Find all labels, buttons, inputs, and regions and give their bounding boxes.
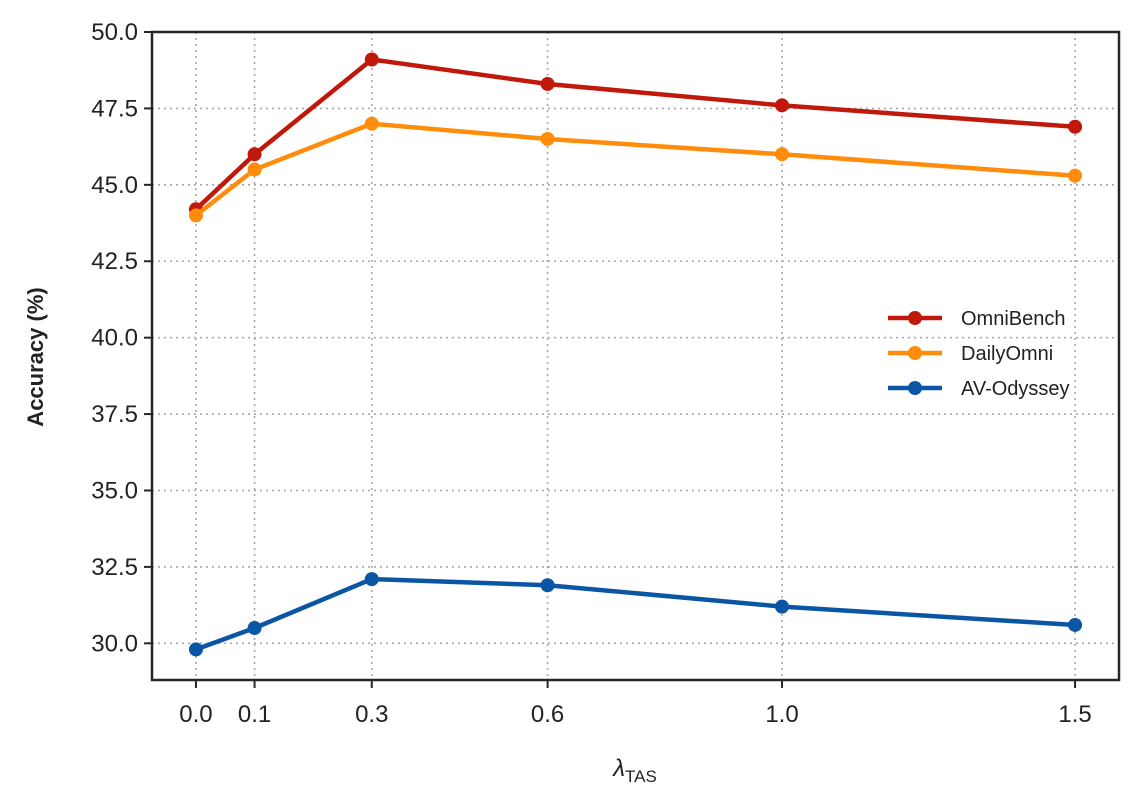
legend: OmniBench DailyOmni AV-Odyssey [888,308,1070,400]
series-line [193,121,1078,218]
y-tick-label: 35.0 [91,477,138,504]
legend-item: AV-Odyssey [888,378,1070,400]
y-tick-label: 32.5 [91,554,138,581]
data-point [364,572,379,587]
y-tick-label: 37.5 [91,401,138,428]
x-tick-label: 0.6 [531,701,564,728]
legend-marker [908,311,922,325]
x-axis-label-subscript: TAS [625,767,657,786]
data-point [1068,168,1083,183]
legend-label: AV-Odyssey [961,378,1070,400]
y-tick-label: 42.5 [91,248,138,275]
plot-frame [150,30,1121,682]
x-axis: 0.0 0.1 0.3 0.6 1.0 1.5 [179,680,1092,728]
x-axis-label: λTAS [611,755,657,786]
data-point [775,599,790,614]
x-tick-label: 0.0 [179,701,212,728]
data-point [775,98,790,113]
x-axis-label-symbol: λ [611,755,625,782]
data-point [364,52,379,67]
series-line [193,57,1078,212]
series-1 [188,116,1083,223]
y-tick-label: 50.0 [91,19,138,46]
y-tick-label: 30.0 [91,630,138,657]
x-tick-label: 0.3 [355,701,388,728]
data-point [188,642,203,657]
data-point [364,116,379,131]
y-tick-label: 40.0 [91,325,138,352]
legend-label: DailyOmni [961,343,1053,365]
y-tick-label: 47.5 [91,95,138,122]
series-0 [188,52,1083,217]
series-line [193,576,1078,652]
y-tick-label: 45.0 [91,172,138,199]
data-point [188,208,203,223]
data-point [540,578,555,593]
legend-marker [908,346,922,360]
legend-label: OmniBench [961,308,1066,330]
data-point [247,621,262,636]
data-point [1068,119,1083,134]
legend-item: OmniBench [888,308,1066,330]
y-axis: 30.0 32.5 35.0 37.5 40.0 42.5 45.0 47.5 50.0 [91,19,152,657]
data-point [775,147,790,162]
data-point [540,131,555,146]
x-tick-label: 1.5 [1058,701,1091,728]
data-point [247,162,262,177]
x-tick-label: 1.0 [765,701,798,728]
data-point [540,76,555,91]
legend-marker [908,381,922,395]
series-2 [188,572,1083,657]
legend-item: DailyOmni [888,343,1053,365]
x-tick-label: 0.1 [238,701,271,728]
data-point [247,147,262,162]
series-layer [188,52,1083,657]
y-axis-label: Accuracy (%) [23,287,48,426]
data-point [1068,617,1083,632]
